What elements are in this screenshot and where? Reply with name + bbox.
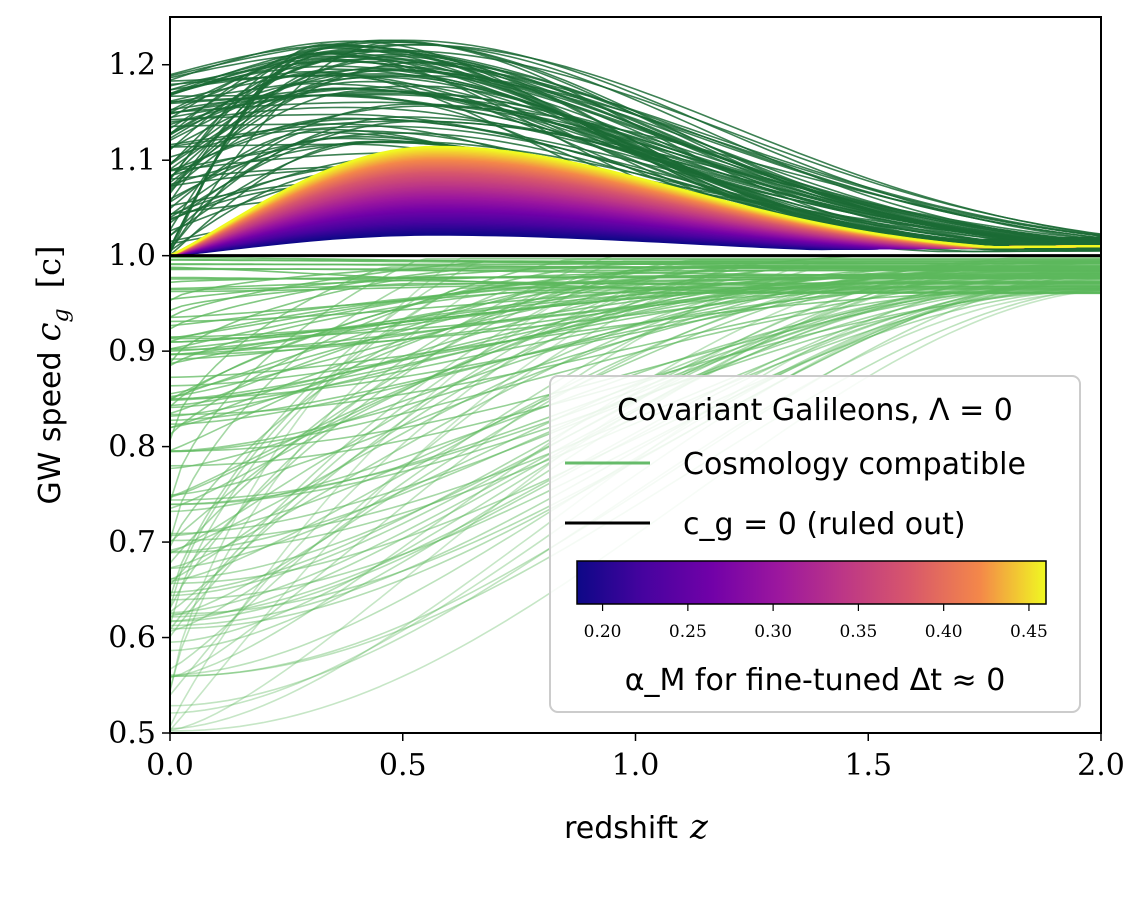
cosmology-curve-sub [170, 277, 1101, 291]
cosmology-curve-sub [170, 258, 1101, 503]
legend-title: Covariant Galileons, Λ = 0 [617, 393, 1013, 428]
colorbar-tick-label: 0.30 [754, 622, 792, 642]
cosmology-curve-sub [170, 289, 1101, 548]
colorbar-tick-label: 0.35 [839, 622, 877, 642]
x-tick-label: 2.0 [1077, 748, 1125, 783]
cosmology-curve-sup [170, 105, 1101, 237]
cosmology-curve-sub [170, 261, 1101, 401]
colorbar [576, 560, 1047, 605]
colorbar-tick-label: 0.45 [1010, 622, 1048, 642]
cosmology-curve-sup [170, 43, 1101, 242]
cosmology-curve-sub [170, 271, 1101, 452]
cosmology-curve-sub [170, 287, 1101, 626]
fine-tuned-curves [170, 145, 1101, 257]
cosmology-curve-sub [170, 292, 1101, 365]
cosmology-curve-sub [170, 267, 1101, 398]
cosmology-curve-sup [170, 75, 1101, 245]
y-tick-label: 1.0 [108, 239, 156, 274]
y-axis-label: GW speedcg[c] [29, 245, 74, 504]
x-tick-label: 0.0 [146, 748, 194, 783]
legend-box [549, 375, 1081, 713]
cosmology-curve-sup [170, 140, 1101, 249]
y-tick-label: 0.6 [108, 621, 156, 656]
colorbar-tick-label: 0.25 [669, 622, 707, 642]
cosmology-curve-sub [170, 287, 1101, 728]
colorbar-ticks: 0.20 0.25 0.30 0.35 0.40 0.45 [584, 604, 1048, 642]
cosmology-curve-sub [170, 291, 1101, 513]
superluminal-curves [170, 39, 1101, 256]
colorbar-tick-label: 0.40 [925, 622, 963, 642]
y-axis-ticks: 0.5 0.6 0.7 0.8 0.9 1.0 1.1 1.2 [108, 48, 170, 751]
cosmology-curve-sub [170, 260, 1101, 598]
legend-label-ruled-out: c_g = 0 (ruled out) [683, 507, 966, 542]
cosmology-curve-sub [170, 286, 1101, 343]
cosmology-curve-sub [170, 272, 1101, 407]
cosmology-curve-sub [170, 287, 1101, 608]
cosmology-curve-sup [170, 65, 1101, 247]
cosmology-curve-sup [170, 87, 1101, 243]
x-tick-label: 0.5 [379, 748, 427, 783]
cosmology-curve-sub [170, 270, 1101, 351]
cosmology-curve-sup [170, 60, 1101, 245]
legend-label-cosmology: Cosmology compatible [683, 447, 1026, 482]
cosmology-curve-sub [170, 274, 1101, 631]
cosmology-curve-sub [170, 286, 1101, 690]
cosmology-curve-sub [170, 274, 1101, 416]
colorbar-label: α_M for fine-tuned Δt ≈ 0 [625, 663, 1006, 698]
legend: Covariant Galileons, Λ = 0 Cosmology com… [549, 375, 1081, 713]
y-tick-label: 1.2 [108, 48, 156, 83]
x-tick-label: 1.0 [612, 748, 660, 783]
cosmology-curve-sub [170, 276, 1101, 293]
x-axis-ticks: 0.0 0.5 1.0 1.5 2.0 [146, 733, 1125, 783]
cosmology-curve-sub [170, 265, 1101, 356]
x-tick-label: 1.5 [844, 748, 892, 783]
y-tick-label: 0.9 [108, 334, 156, 369]
cosmology-curve-sub [170, 279, 1101, 617]
fine-tuned-curve [170, 145, 1101, 257]
cosmology-curve-sup [170, 106, 1101, 248]
y-tick-label: 0.7 [108, 525, 156, 560]
y-tick-label: 1.1 [108, 143, 156, 178]
cosmology-curve-sup [170, 45, 1101, 239]
colorbar-tick-label: 0.20 [584, 622, 622, 642]
x-axis-label: redshift z [564, 807, 709, 847]
y-tick-label: 0.8 [108, 430, 156, 465]
y-tick-label: 0.5 [108, 716, 156, 751]
